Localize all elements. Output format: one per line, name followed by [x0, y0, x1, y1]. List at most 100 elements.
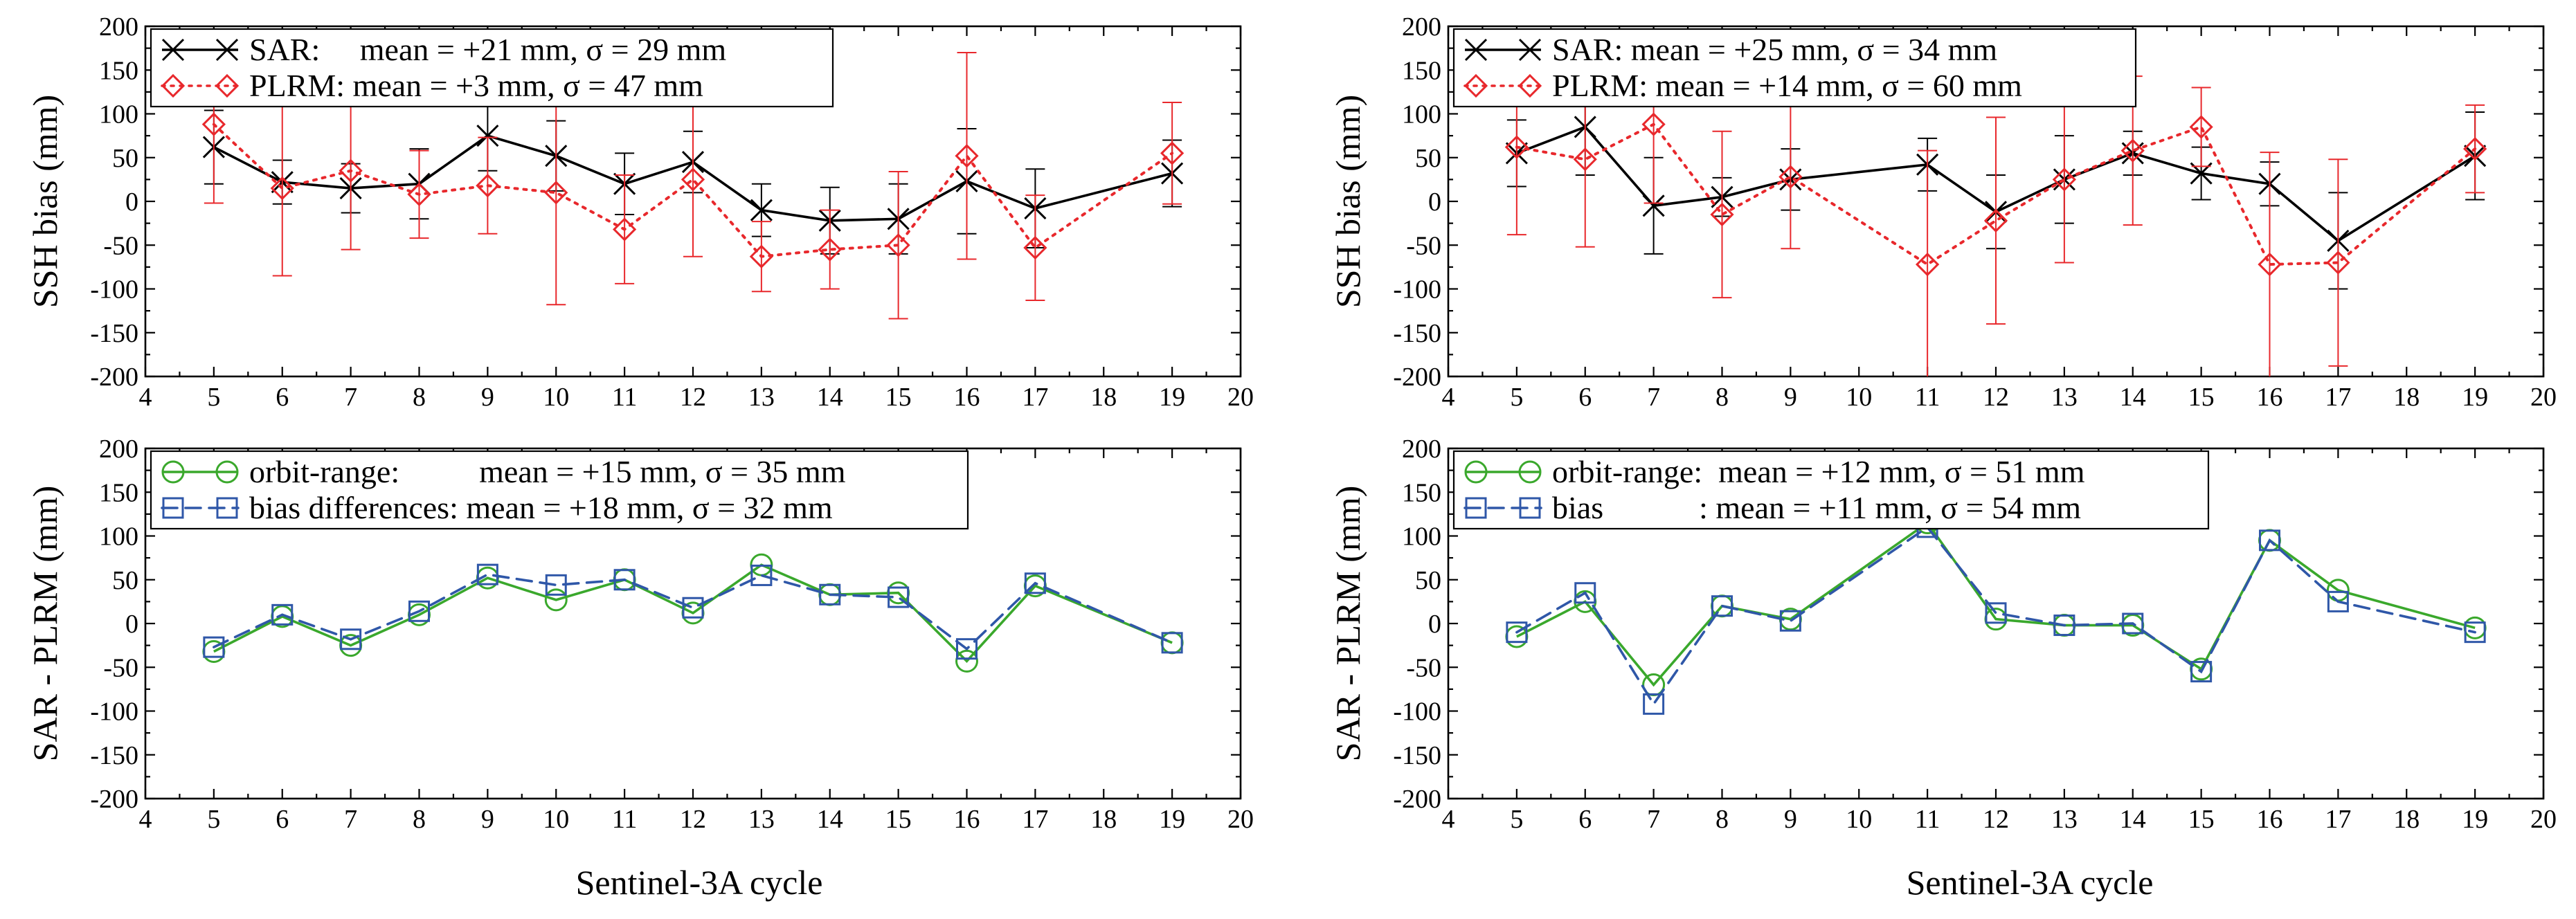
y-tick-label: -50 — [103, 231, 138, 260]
x-tick-label: 20 — [1227, 383, 1254, 412]
error-bar — [2191, 87, 2211, 167]
error-bar — [1918, 149, 1938, 376]
x-tick-label: 11 — [612, 383, 638, 412]
x-tick-label: 19 — [2462, 383, 2488, 412]
legend-marker — [1464, 38, 1488, 62]
legend-marker — [215, 38, 239, 62]
x-tick-label: 19 — [1159, 805, 1185, 834]
series-line — [213, 134, 1173, 222]
y-tick-label: -200 — [1393, 363, 1441, 392]
data-point — [2326, 251, 2350, 275]
y-tick-label: -200 — [1393, 785, 1441, 814]
data-point — [2464, 621, 2486, 644]
legend-entry: orbit-range: mean = +15 mm, σ = 35 mm — [249, 454, 846, 489]
data-point — [2189, 115, 2213, 139]
panel-top-right: 4 5 6 7 8 9 10 11 12 13 14 15 16 17 18 19 20 -200 -150 -100… — [1328, 12, 2557, 412]
error-bar — [2054, 95, 2074, 264]
x-tick-label: 6 — [276, 383, 289, 412]
data-point — [2327, 590, 2349, 612]
legend-marker — [161, 73, 186, 98]
x-tick-label: 13 — [2051, 805, 2078, 834]
series-line — [213, 563, 1173, 664]
x-axis-title-right: Sentinel-3A cycle — [1907, 863, 2154, 902]
y-tick-label: -50 — [103, 653, 138, 682]
data-point — [1710, 202, 1734, 227]
y-tick-label: 200 — [1402, 12, 1441, 42]
y-tick-label: 50 — [112, 144, 138, 173]
x-axis-title-left: Sentinel-3A cycle — [576, 863, 823, 902]
panel-top-left: 4 5 6 7 8 9 10 11 12 13 14 15 16 17 18 19 20 -200 -150 -100… — [26, 12, 1254, 412]
x-tick-label: 16 — [954, 383, 980, 412]
data-point — [1643, 693, 1665, 715]
x-tick-label: 17 — [2325, 805, 2351, 834]
x-tick-label: 4 — [1442, 805, 1455, 834]
data-point — [750, 564, 773, 586]
legend-marker — [216, 497, 238, 519]
data-point — [1642, 194, 1665, 217]
x-tick-label: 10 — [1846, 383, 1872, 412]
x-tick-label: 18 — [1090, 805, 1117, 834]
series-line — [212, 122, 1174, 258]
y-axis-title: SSH bias (mm) — [26, 95, 64, 308]
legend-marker — [215, 460, 239, 484]
error-bar — [1025, 194, 1045, 301]
x-tick-label: 8 — [413, 805, 426, 834]
data-point — [1641, 112, 1666, 136]
data-point — [1983, 208, 2008, 233]
data-point — [271, 603, 294, 626]
x-tick-label: 9 — [1784, 805, 1797, 834]
x-tick-label: 14 — [817, 383, 843, 412]
y-tick-label: 100 — [99, 100, 138, 129]
data-point — [201, 112, 226, 136]
x-tick-label: 14 — [817, 805, 843, 834]
x-tick-label: 20 — [1227, 805, 1254, 834]
x-tick-label: 13 — [2051, 383, 2078, 412]
y-tick-label: -50 — [1406, 231, 1441, 260]
y-tick-label: -200 — [90, 785, 138, 814]
x-tick-label: 6 — [1578, 805, 1592, 834]
data-point — [2120, 138, 2145, 163]
legend-entry: bias : mean = +11 mm, σ = 54 mm — [1552, 490, 2081, 525]
legend-marker — [162, 497, 184, 519]
x-tick-label: 11 — [612, 805, 638, 834]
x-tick-label: 17 — [1022, 383, 1048, 412]
x-tick-label: 7 — [344, 383, 357, 412]
y-tick-label: 150 — [99, 56, 138, 85]
y-tick-label: -200 — [90, 363, 138, 392]
x-tick-label: 19 — [1159, 383, 1185, 412]
x-tick-label: 5 — [207, 805, 220, 834]
x-tick-label: 12 — [680, 805, 706, 834]
legend: orbit-range: mean = +15 mm, σ = 35 mmbia… — [150, 450, 969, 530]
data-point — [1711, 595, 1733, 617]
y-tick-label: 100 — [99, 522, 138, 552]
y-tick-label: 150 — [1402, 56, 1441, 85]
data-point — [1160, 141, 1185, 165]
legend-entry: SAR: mean = +21 mm, σ = 29 mm — [249, 32, 726, 67]
x-tick-label: 15 — [885, 383, 912, 412]
x-tick-label: 15 — [885, 805, 912, 834]
x-tick-label: 15 — [2188, 383, 2215, 412]
data-point — [1506, 621, 1528, 644]
data-point — [2052, 167, 2076, 192]
legend-marker — [215, 73, 240, 98]
x-tick-label: 20 — [2530, 383, 2557, 412]
y-tick-label: 50 — [1415, 566, 1441, 595]
x-tick-label: 9 — [481, 383, 494, 412]
x-tick-label: 12 — [1983, 805, 2009, 834]
x-tick-label: 17 — [1022, 805, 1048, 834]
y-tick-label: -150 — [90, 741, 138, 770]
error-bar — [1986, 116, 2006, 325]
x-tick-label: 13 — [748, 805, 775, 834]
x-tick-label: 18 — [2393, 383, 2420, 412]
panel-bottom-right: 4 5 6 7 8 9 10 11 12 13 14 15 16 17 18 19 20 -200 -150 -100… — [1328, 435, 2557, 834]
x-tick-label: 4 — [139, 805, 152, 834]
y-tick-label: 0 — [1428, 610, 1441, 639]
y-tick-label: 200 — [1402, 435, 1441, 464]
x-tick-label: 9 — [1784, 383, 1797, 412]
data-point — [476, 174, 500, 198]
data-point — [1024, 572, 1046, 594]
data-point — [1916, 252, 1940, 277]
error-bar — [820, 209, 840, 290]
x-tick-label: 13 — [748, 383, 775, 412]
